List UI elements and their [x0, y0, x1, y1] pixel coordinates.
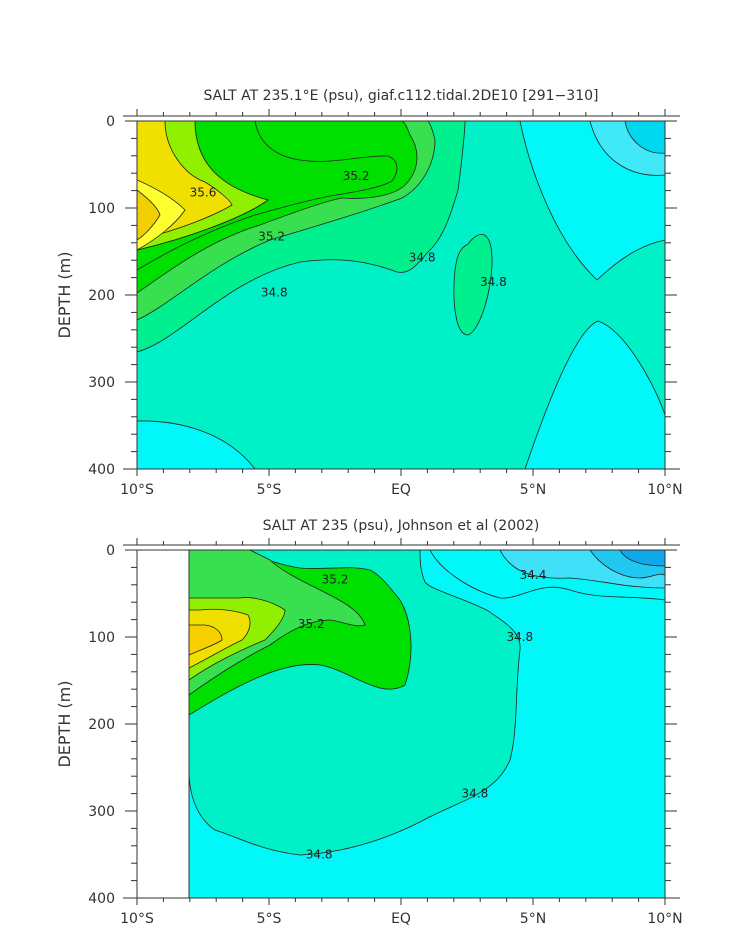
x-tick-label: EQ	[391, 482, 411, 498]
field-upper-right-3	[624, 121, 665, 154]
panel-1-title: SALT AT 235.1°E (psu), giaf.c112.tidal.2…	[203, 88, 598, 104]
x-tick-label: 5°N	[520, 911, 546, 927]
panel-2-ticks: 10°S 5°S EQ 5°N 10°N 0 100 200 300 400	[88, 538, 683, 927]
panel-1: 35.635.235.234.834.834.8 10°S 5°S EQ 5°N 10°…	[55, 88, 683, 498]
contour-label: 34.8	[261, 285, 288, 299]
panel-2-fields	[189, 550, 665, 898]
y-tick-label: 100	[88, 630, 115, 646]
field-lens	[453, 234, 493, 336]
x-tick-label: 5°S	[257, 482, 282, 498]
panel-1-ylabel: DEPTH (m)	[55, 251, 74, 338]
panel-1-contour-labels: 35.6 35.2 35.2 34.8 34.8 34.8	[190, 169, 507, 300]
field-upper-right-4	[619, 550, 665, 567]
panel-2: 35.235.234.434.834.834.8 10°S 5°S EQ 5°N 10°…	[55, 518, 683, 927]
x-tick-label: 5°S	[257, 911, 282, 927]
x-tick-label: 10°N	[647, 911, 682, 927]
contour-label: 34.8	[506, 630, 533, 644]
panel-2-title: SALT AT 235 (psu), Johnson et al (2002)	[263, 518, 540, 534]
contour-label: 34.8	[480, 275, 507, 289]
contour-label: 35.2	[258, 230, 285, 244]
contour-label: 34.8	[306, 848, 333, 862]
y-tick-label: 300	[88, 804, 115, 820]
y-tick-label: 200	[88, 717, 115, 733]
field-max-core	[137, 189, 161, 241]
panel-1-ticks: 10°S 5°S EQ 5°N 10°N 0 100 200 300 400	[88, 109, 683, 498]
contour-label: 34.4	[520, 568, 547, 582]
contour-label: 34.8	[409, 251, 436, 265]
contour-label: 35.2	[343, 169, 370, 183]
field-deep-right	[524, 320, 665, 469]
y-tick-label: 100	[88, 201, 115, 217]
y-tick-label: 400	[88, 891, 115, 907]
panel-2-missing-data	[137, 550, 189, 898]
y-tick-label: 400	[88, 462, 115, 478]
contour-label: 35.2	[298, 617, 325, 631]
x-tick-label: 10°S	[120, 911, 154, 927]
x-tick-label: 10°N	[647, 482, 682, 498]
x-tick-label: 5°N	[520, 482, 546, 498]
x-tick-label: 10°S	[120, 482, 154, 498]
panel-2-ylabel: DEPTH (m)	[55, 680, 74, 767]
field-35.8	[189, 624, 223, 656]
contour-label: 34.8	[462, 787, 489, 801]
y-tick-label: 0	[106, 543, 115, 559]
field-max	[137, 179, 186, 251]
y-tick-label: 0	[106, 114, 115, 130]
y-tick-label: 200	[88, 288, 115, 304]
x-tick-label: EQ	[391, 911, 411, 927]
y-tick-label: 300	[88, 375, 115, 391]
contour-label: 35.2	[322, 573, 349, 587]
panel-1-fields	[137, 121, 665, 469]
panel-2-contour-labels: 35.2 35.2 34.4 34.8 34.8 34.8	[298, 568, 547, 862]
contour-label: 35.6	[190, 185, 217, 199]
